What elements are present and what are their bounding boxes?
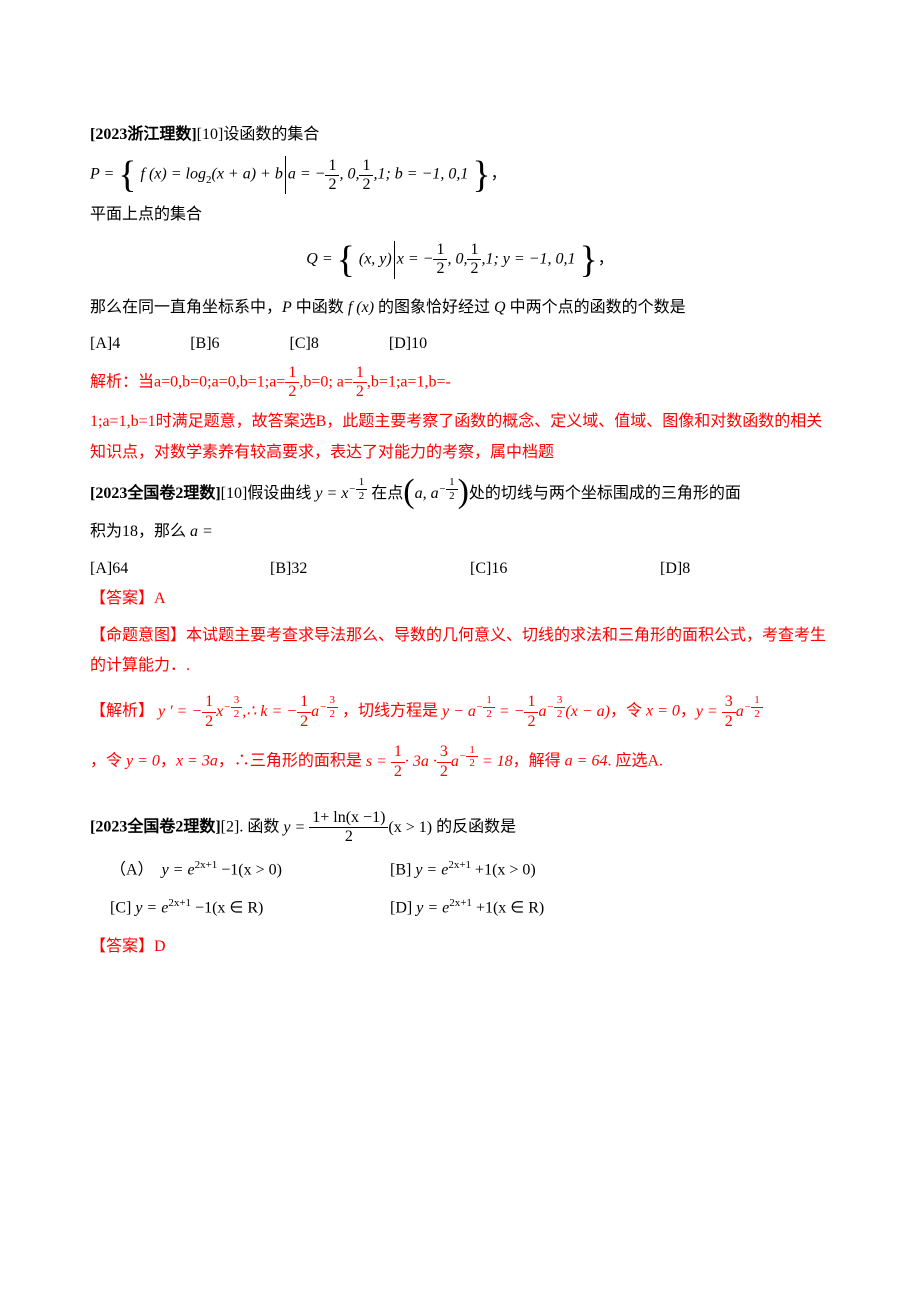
q1-analysis-2: 1;a=1,b=1时满足题意，故答案选B，此题主要考察了函数的概念、定义域、值域… — [90, 407, 830, 468]
q3-opt-d: [D] y = e2x+1 +1(x ∈ R) — [390, 893, 670, 924]
q2-analysis: 【解析】 y ' = −12x−32,∴ k = −12a−32 ，切线方程是 … — [90, 693, 830, 731]
q2-answer: 【答案】A — [90, 584, 830, 614]
q1-set-Q: Q = { (x, y)x = −12, 0,12,1; y = −1, 0,1… — [90, 241, 830, 279]
q3-header: [2023全国卷2理数][2]. 函数 y = 1+ ln(x −1)2(x >… — [90, 809, 830, 847]
q3-opt-b: [B] y = e2x+1 +1(x > 0) — [390, 855, 670, 886]
q1-options: [A]4 [B]6 [C]8 [D]10 — [90, 329, 830, 359]
q1-line2: 平面上点的集合 — [90, 200, 830, 230]
q1-opt-c: [C]8 — [290, 329, 319, 359]
q1-opt-d: [D]10 — [389, 329, 427, 359]
q1-opt-a: [A]4 — [90, 329, 120, 359]
q2-header: [2023全国卷2理数][10]假设曲线 y = x−12 在点(a, a−12… — [90, 476, 830, 511]
q2-opt-d: [D]8 — [660, 554, 780, 584]
q3-opt-a: （A） y = e2x+1 −1(x > 0) — [110, 855, 390, 886]
q1-header: [2023浙江理数][10]设函数的集合 — [90, 120, 830, 150]
q1-set-P: P = { f (x) = log2(x + a) + ba = −12, 0,… — [90, 156, 830, 194]
q2-stem-2: 积为18，那么 a = — [90, 517, 830, 547]
q1-question: 那么在同一直角坐标系中，P 中函数 f (x) 的图象恰好经过 Q 中两个点的函… — [90, 293, 830, 323]
q2-options: [A]64 [B]32 [C]16 [D]8 — [90, 554, 830, 584]
q1-analysis-1: 解析：当a=0,b=0;a=0,b=1;a=12,b=0; a=12,b=1;a… — [90, 364, 830, 402]
q3-opt-c: [C] y = e2x+1 −1(x ∈ R) — [110, 893, 390, 924]
q2-opt-a: [A]64 — [90, 554, 270, 584]
q1-opt-b: [B]6 — [190, 329, 219, 359]
q2-opt-c: [C]16 — [470, 554, 660, 584]
q2-analysis-2: ，令 y = 0，x = 3a，∴三角形的面积是 s = 12· 3a ·32a… — [90, 743, 830, 781]
q3-answer: 【答案】D — [90, 932, 830, 962]
q2-intent: 【命题意图】本试题主要考查求导法那么、导数的几何意义、切线的求法和三角形的面积公… — [90, 621, 830, 682]
q3-options: （A） y = e2x+1 −1(x > 0) [B] y = e2x+1 +1… — [110, 855, 830, 924]
q2-opt-b: [B]32 — [270, 554, 470, 584]
q1-source: [2023浙江理数] — [90, 126, 197, 143]
